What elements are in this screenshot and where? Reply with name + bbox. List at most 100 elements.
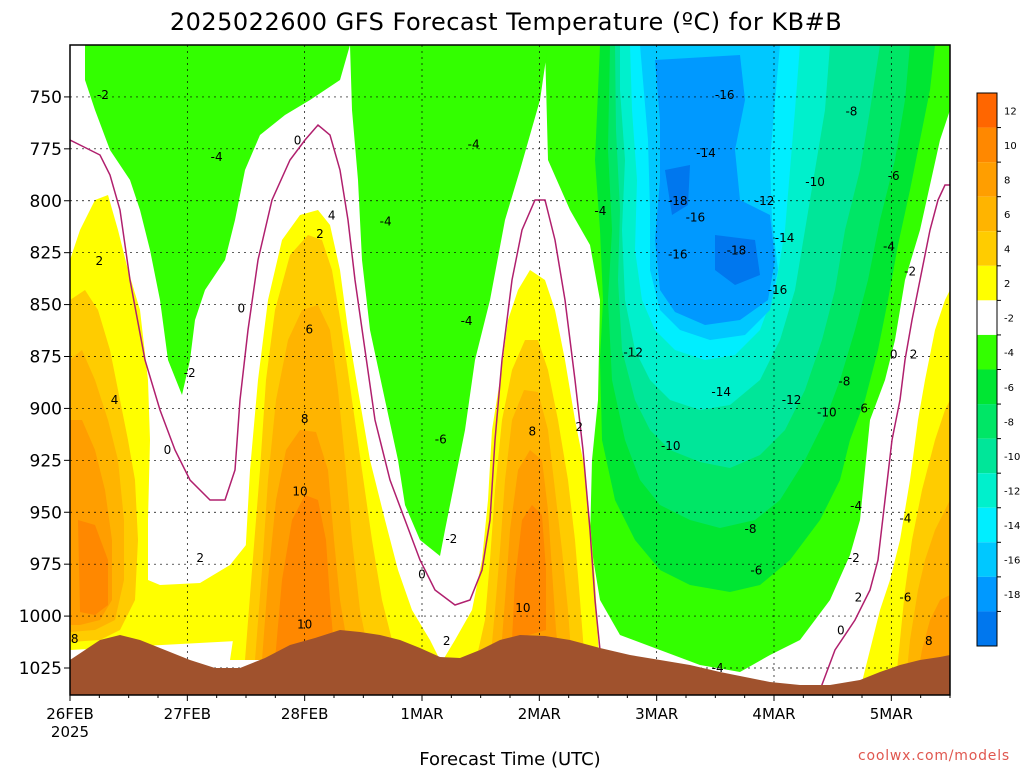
contour-label: 2	[96, 254, 104, 268]
contour-label: -10	[817, 406, 837, 420]
colorbar: 12 10 8 6 4 2 -2 -4 -6 -8 -10 -12 -14 -16 -18	[976, 92, 1020, 647]
contour-label: 2	[910, 347, 918, 361]
y-tick-label: 900	[30, 399, 62, 419]
y-tick-label: 775	[30, 140, 62, 160]
warm-region-1-10	[78, 520, 108, 615]
contour-label: -14	[775, 231, 795, 245]
cold-region-20	[665, 165, 690, 215]
colorbar-label: -16	[1004, 556, 1020, 567]
contour-label: -2	[445, 532, 457, 546]
warm-region-3-10	[512, 505, 546, 640]
colorbar-label: -8	[1004, 417, 1014, 428]
colorbar-swatch	[977, 127, 997, 163]
contour-label: -12	[782, 393, 802, 407]
contour-label: 0	[237, 302, 245, 316]
contour-label: 0	[418, 568, 426, 582]
contour-label: -4	[468, 138, 480, 152]
contour-label: -18	[727, 244, 747, 258]
contour-label: 2	[443, 634, 451, 648]
contour-label: -4	[899, 511, 911, 525]
contour-label: 2	[575, 420, 583, 434]
colorbar-label: -2	[1004, 314, 1014, 325]
y-tick-label: 850	[30, 296, 62, 316]
temperature-fill-layer	[70, 45, 950, 695]
colorbar-swatch	[977, 231, 997, 266]
freezing-line-left	[70, 123, 601, 651]
x-tick-label: 3MAR	[635, 705, 678, 723]
contour-label: -10	[805, 175, 825, 189]
x-tick-label: 4MAR	[752, 705, 795, 723]
contour-label: -6	[899, 590, 911, 604]
contour-label: 4	[111, 393, 119, 407]
grid-layer	[70, 45, 950, 695]
contour-label: -16	[668, 248, 688, 262]
colorbar-swatch	[977, 369, 997, 405]
contour-label: -8	[845, 104, 857, 118]
contour-label: -4	[380, 215, 392, 229]
colorbar-label: 8	[1004, 175, 1010, 186]
y-tick-label: 925	[30, 451, 62, 471]
contour-label: -12	[755, 194, 775, 208]
credit-text: coolwx.com/models	[858, 748, 1010, 764]
cold-region-4c	[85, 45, 350, 395]
contour-label: 6	[306, 323, 314, 337]
cold-region-20b	[715, 235, 760, 285]
y-tick-label: 1025	[19, 659, 62, 679]
colorbar-label: -12	[1004, 486, 1020, 497]
contour-label: 8	[925, 634, 933, 648]
x-axis-label: Forecast Time (UTC)	[419, 749, 600, 768]
x-tick-label: 5MAR	[870, 705, 913, 723]
colorbar-swatch	[977, 162, 997, 197]
colorbar-swatch	[977, 196, 997, 232]
contour-label: -2	[904, 264, 916, 278]
x-tick-label: 1MAR	[400, 705, 443, 723]
colorbar-swatch	[977, 507, 997, 543]
contour-label: -4	[850, 499, 862, 513]
contour-label: -4	[594, 204, 606, 218]
contour-label: -18	[668, 194, 688, 208]
contour-label: 0	[890, 347, 898, 361]
freezing-line-right	[819, 184, 950, 691]
chart-title: 2025022600 GFS Forecast Temperature (ºC)…	[170, 8, 842, 36]
contour-label: 8	[71, 632, 79, 646]
x-axis: 26FEB 27FEB 28FEB 1MAR 2MAR 3MAR 4MAR 5MAR	[46, 695, 951, 723]
contour-label: 2	[196, 551, 204, 565]
contour-label: -16	[715, 88, 735, 102]
contour-label: 2	[855, 590, 863, 604]
contour-label: 10	[297, 617, 312, 631]
y-tick-label: 750	[30, 88, 62, 108]
colorbar-swatch	[977, 438, 997, 474]
colorbar-swatch	[977, 611, 997, 646]
colorbar-label: 10	[1004, 141, 1017, 152]
colorbar-label: 12	[1004, 106, 1017, 117]
contour-label: 0	[294, 134, 302, 148]
contour-label: 8	[301, 412, 309, 426]
colorbar-swatch	[977, 265, 997, 301]
contour-label: -2	[848, 551, 860, 565]
colorbar-label: 2	[1004, 279, 1010, 290]
contour-label: -4	[883, 239, 895, 253]
colorbar-swatch	[977, 334, 997, 370]
contour-label: -10	[661, 439, 681, 453]
colorbar-label: -10	[1004, 452, 1020, 463]
contour-label: -2	[97, 88, 109, 102]
contour-label: -16	[768, 283, 788, 297]
y-tick-label: 1000	[19, 607, 62, 627]
y-tick-label: 875	[30, 348, 62, 368]
contour-label: -16	[686, 210, 706, 224]
contour-label: -4	[461, 314, 473, 328]
contour-label: 0	[164, 443, 172, 457]
x-tick-label: 27FEB	[164, 705, 211, 723]
contour-label: -4	[712, 661, 724, 675]
contour-label: -14	[696, 146, 716, 160]
colorbar-swatch	[977, 300, 997, 335]
y-tick-label: 825	[30, 244, 62, 264]
contour-label: 2	[316, 227, 324, 241]
x-tick-label: 26FEB	[46, 705, 93, 723]
contour-label: -8	[745, 522, 757, 536]
colorbar-swatch	[977, 473, 997, 508]
terrain	[70, 630, 950, 695]
y-tick-label: 800	[30, 192, 62, 212]
